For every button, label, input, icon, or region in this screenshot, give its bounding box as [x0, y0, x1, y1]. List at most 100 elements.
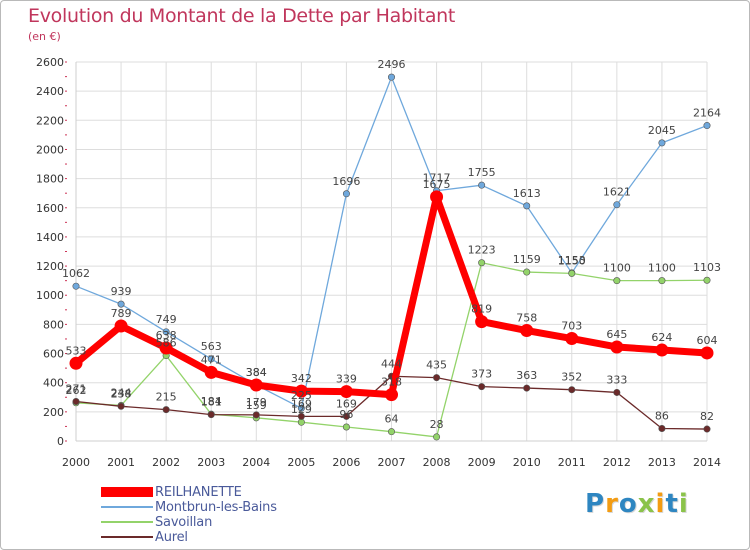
data-label: 384 [246, 366, 267, 379]
legend-swatch [101, 521, 153, 523]
x-tick-label: 2001 [107, 456, 135, 469]
y-tick-label: 800 [43, 318, 64, 331]
x-tick-label: 2002 [152, 456, 180, 469]
axis-layer: 0 200 400 600 800 1000 1200 1400 1600 1800 2000 220… [36, 56, 721, 469]
data-point [613, 388, 621, 396]
data-label: 703 [561, 320, 582, 333]
data-point [478, 259, 486, 267]
data-label: 129 [291, 403, 312, 416]
chart-title: Evolution du Montant de la Dette par Hab… [28, 5, 456, 27]
x-tick-label: 2009 [468, 456, 496, 469]
data-label: 2045 [648, 124, 676, 137]
data-label: 318 [381, 376, 402, 389]
data-label: 215 [156, 391, 177, 404]
data-point [72, 397, 80, 405]
data-point [700, 346, 714, 360]
x-tick-label: 2003 [197, 456, 225, 469]
y-tick-label: 600 [43, 348, 64, 361]
data-point [523, 268, 531, 276]
data-label: 82 [700, 410, 714, 423]
data-point [339, 385, 353, 399]
data-point [252, 411, 260, 419]
series-savoillan [72, 259, 711, 441]
data-label: 1621 [603, 186, 631, 199]
data-point [565, 332, 579, 346]
legend-swatch [101, 487, 153, 497]
data-label: 159 [246, 399, 267, 412]
legend-swatch [101, 536, 153, 538]
data-point [703, 425, 711, 433]
x-tick-label: 2000 [62, 456, 90, 469]
data-point [520, 324, 534, 338]
data-label: 64 [385, 413, 399, 426]
y-tick-label: 1600 [36, 202, 64, 215]
data-label: 533 [66, 344, 87, 357]
series-layer [69, 73, 714, 441]
data-label: 758 [516, 312, 537, 325]
data-label: 184 [201, 395, 222, 408]
data-label: 1159 [513, 253, 541, 266]
data-point [568, 386, 576, 394]
data-label: 1675 [423, 178, 451, 191]
y-tick-label: 2200 [36, 114, 64, 127]
data-point [655, 343, 669, 357]
data-point [568, 269, 576, 277]
x-tick-label: 2004 [242, 456, 270, 469]
data-point [249, 378, 263, 392]
data-label: 604 [697, 334, 718, 347]
data-label: 444 [381, 357, 402, 370]
x-tick-label: 2007 [378, 456, 406, 469]
data-label: 96 [339, 408, 353, 421]
data-point [658, 424, 666, 432]
data-point [387, 73, 395, 81]
y-tick-label: 1400 [36, 231, 64, 244]
series-reilhanette [69, 190, 714, 402]
data-point [294, 384, 308, 398]
data-label: 28 [430, 418, 444, 431]
data-label: 1153 [558, 254, 586, 267]
data-point [703, 122, 711, 130]
legend-label: Montbrun-les-Bains [155, 500, 277, 515]
data-label: 333 [606, 373, 627, 386]
data-label: 624 [651, 331, 672, 344]
data-point [342, 412, 350, 420]
data-label: 1755 [468, 166, 496, 179]
data-label: 1613 [513, 187, 541, 200]
data-point [523, 202, 531, 210]
data-label: 271 [66, 382, 87, 395]
data-point [117, 300, 125, 308]
data-point [297, 412, 305, 420]
data-point [207, 411, 215, 419]
data-point [72, 282, 80, 290]
data-label: 586 [156, 337, 177, 350]
x-tick-label: 2008 [423, 456, 451, 469]
data-point [387, 428, 395, 436]
data-label: 2496 [378, 58, 406, 71]
data-label: 352 [561, 371, 582, 384]
data-label: 181 [201, 396, 222, 409]
data-label: 86 [655, 409, 669, 422]
data-label: 2164 [693, 107, 721, 120]
data-point [162, 406, 170, 414]
data-label: 1100 [648, 262, 676, 275]
data-point [117, 402, 125, 410]
data-label: 1696 [332, 175, 360, 188]
x-tick-label: 2010 [513, 456, 541, 469]
data-point [475, 315, 489, 329]
data-label: 749 [156, 313, 177, 326]
data-label: 1062 [62, 267, 90, 280]
data-label: 1150 [558, 254, 586, 267]
data-point [610, 340, 624, 354]
data-label: 471 [201, 353, 222, 366]
chart-subtitle: (en €) [28, 30, 61, 43]
data-point [297, 404, 305, 412]
data-point [658, 277, 666, 285]
x-tick-label: 2014 [693, 456, 721, 469]
data-label: 384 [246, 366, 267, 379]
data-point [613, 201, 621, 209]
data-label: 1223 [468, 244, 496, 257]
data-point [613, 277, 621, 285]
